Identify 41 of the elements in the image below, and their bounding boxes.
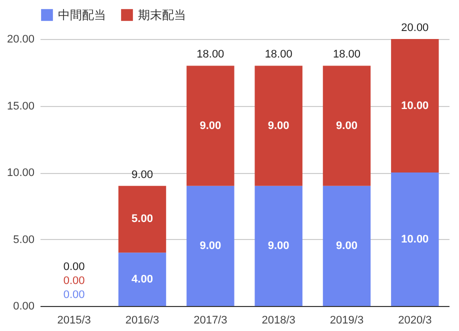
y-tick-label: 0.00 bbox=[13, 300, 34, 312]
data-label: 0.00 bbox=[63, 275, 85, 287]
y-tick-label: 5.00 bbox=[13, 234, 34, 246]
bar bbox=[322, 66, 371, 186]
total-label: 9.00 bbox=[132, 168, 153, 181]
bar bbox=[322, 186, 371, 306]
x-tick-label: 2018/3 bbox=[262, 314, 296, 326]
legend-label: 中間配当 bbox=[58, 8, 106, 22]
y-tick-label: 20.00 bbox=[6, 34, 34, 46]
data-label: 9.00 bbox=[200, 120, 222, 132]
data-label: 9.00 bbox=[336, 120, 358, 132]
x-tick-label: 2016/3 bbox=[125, 314, 160, 326]
data-label: 9.00 bbox=[336, 240, 358, 252]
data-label: 9.00 bbox=[200, 240, 222, 252]
data-label: 10.00 bbox=[401, 233, 429, 246]
data-label: 9.00 bbox=[268, 120, 290, 132]
bar bbox=[118, 252, 166, 306]
bar bbox=[118, 186, 166, 253]
bar bbox=[254, 186, 302, 306]
data-label: 9.00 bbox=[268, 240, 290, 252]
y-tick-label: 10.00 bbox=[6, 167, 34, 179]
total-label: 20.00 bbox=[401, 22, 429, 34]
legend-label: 期末配当 bbox=[138, 8, 186, 22]
x-tick-label: 2015/3 bbox=[57, 314, 91, 326]
data-label: 4.00 bbox=[132, 273, 153, 286]
text: 0.00 bbox=[63, 261, 85, 273]
bar bbox=[186, 66, 234, 186]
bar bbox=[254, 66, 302, 186]
total-label: 18.00 bbox=[196, 48, 224, 61]
x-tick-label: 2020/3 bbox=[398, 314, 432, 326]
bar bbox=[186, 186, 234, 306]
bar bbox=[391, 39, 439, 172]
bar bbox=[391, 172, 439, 306]
total-label: 0.00 bbox=[63, 289, 85, 301]
total-label: 18.00 bbox=[264, 48, 292, 61]
x-tick-label: 2019/3 bbox=[330, 314, 364, 326]
data-label: 5.00 bbox=[132, 213, 153, 226]
y-tick-label: 15.00 bbox=[6, 100, 34, 112]
x-tick-label: 2017/3 bbox=[194, 314, 228, 326]
total-label: 18.00 bbox=[332, 48, 361, 61]
data-label: 10.00 bbox=[401, 100, 429, 112]
